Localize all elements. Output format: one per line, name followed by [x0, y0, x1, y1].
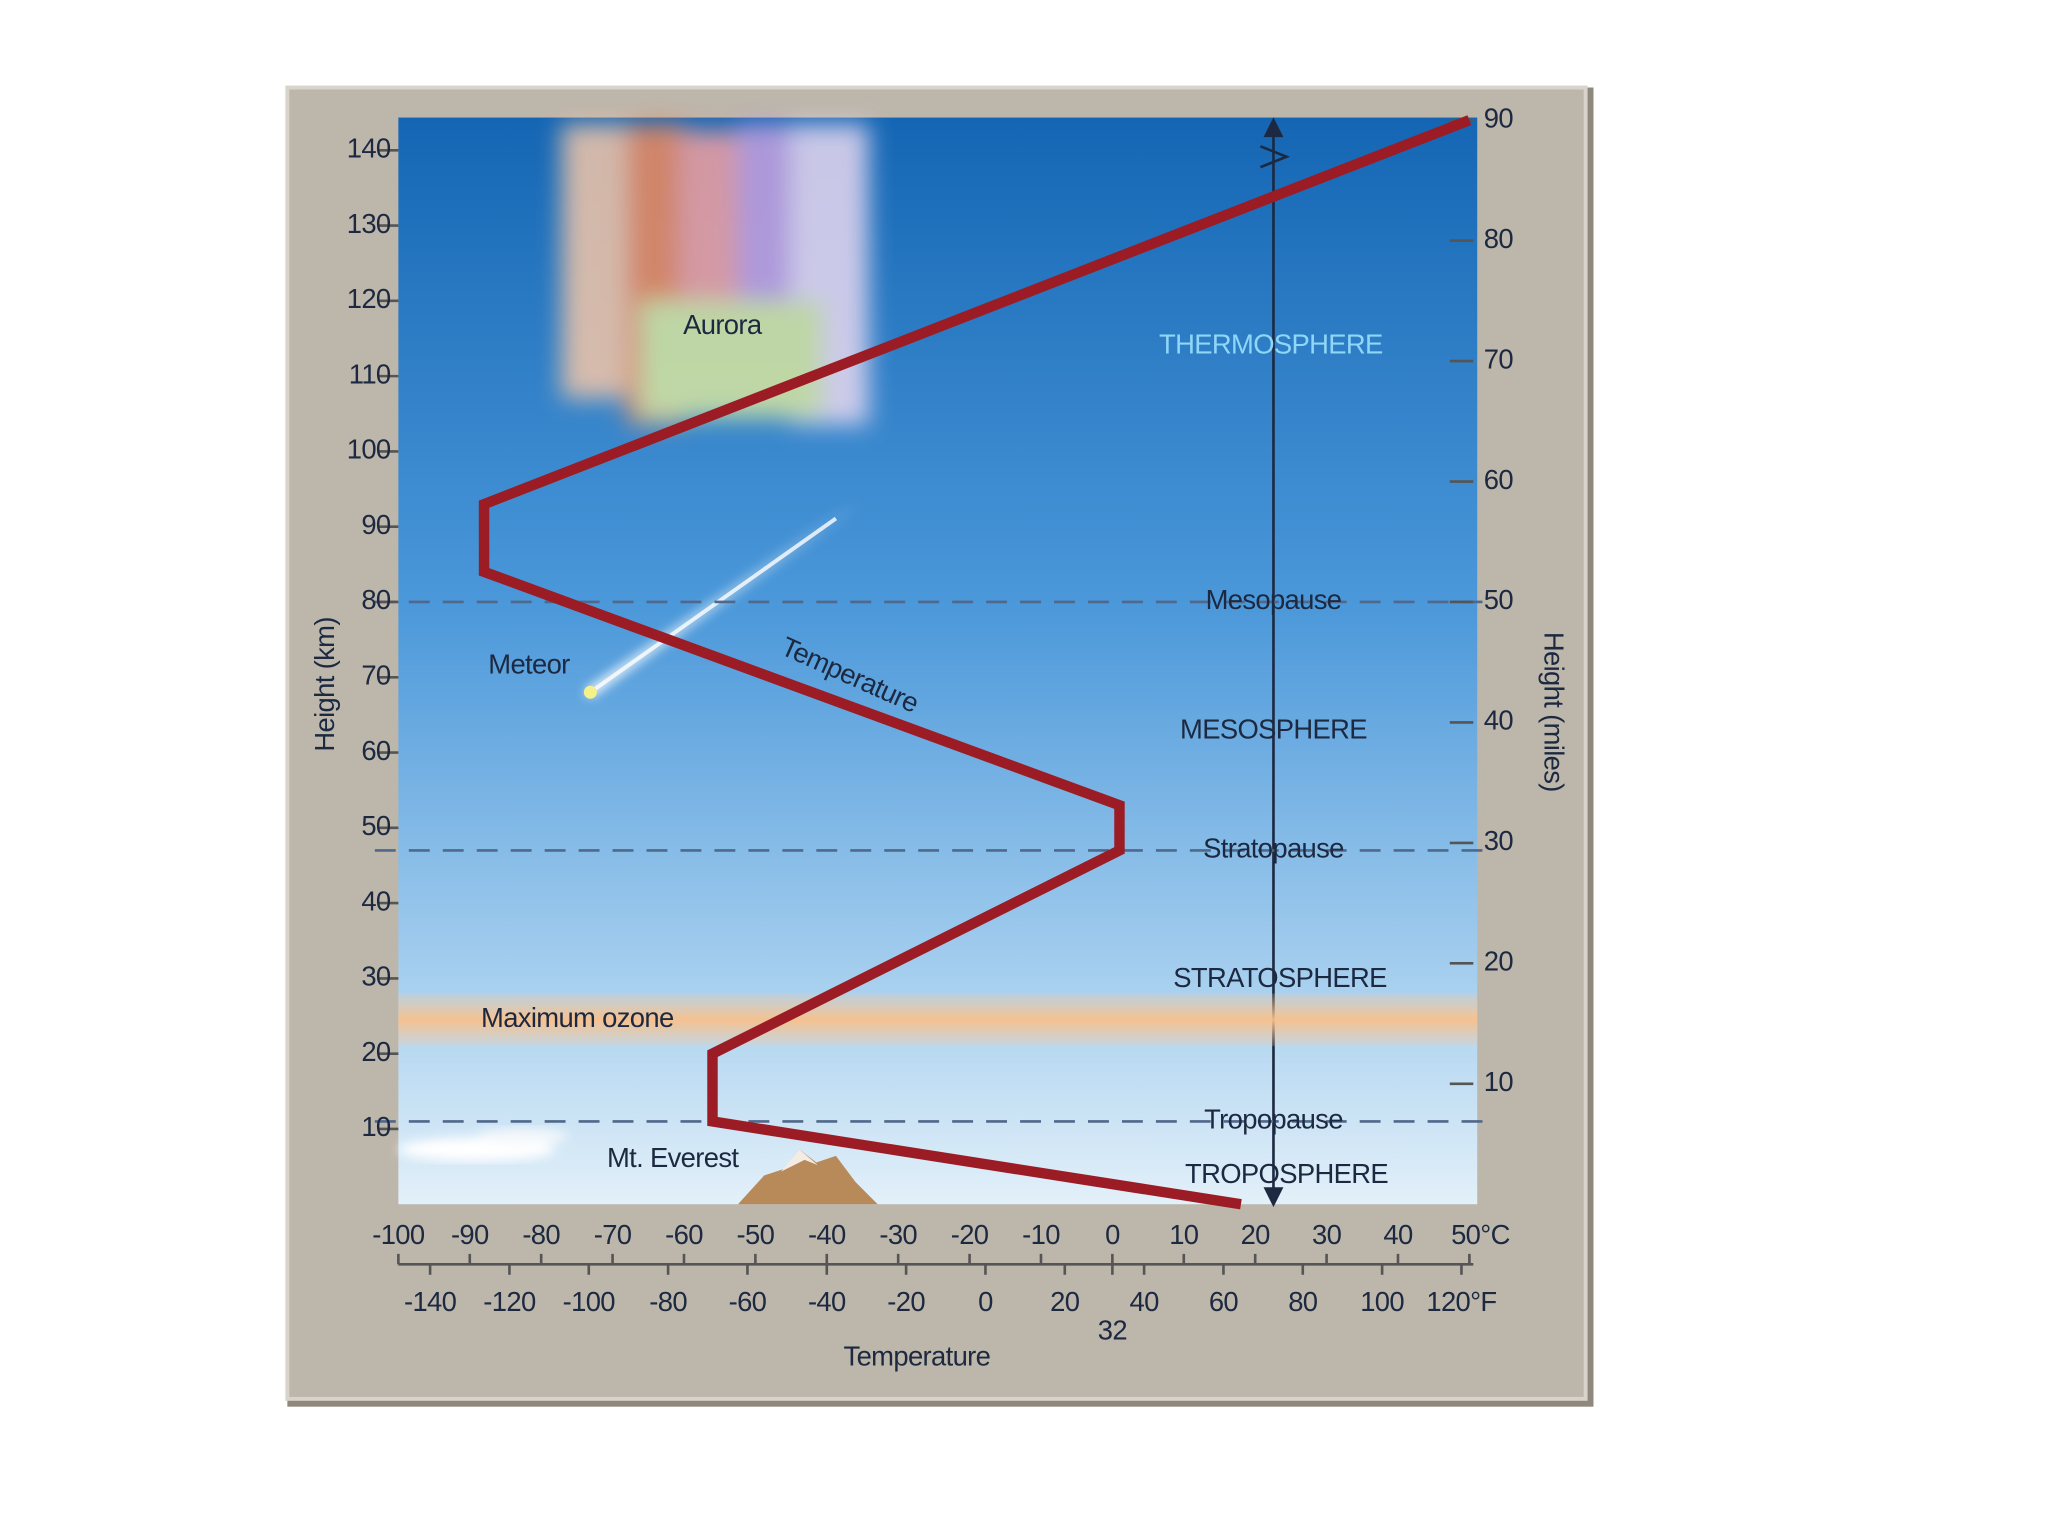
x-tick-label: -90: [451, 1219, 489, 1250]
x-tick-label: -10: [1022, 1219, 1060, 1250]
layer-label: THERMOSPHERE: [1159, 328, 1383, 359]
x2-tick-label: 60: [1209, 1286, 1239, 1317]
layer-label: MESOSPHERE: [1180, 714, 1367, 745]
y2-tick-label: 20: [1484, 946, 1514, 977]
x-tick-label: -50: [737, 1219, 775, 1250]
y2-tick-label: 60: [1484, 464, 1514, 495]
layer-label: TROPOSPHERE: [1185, 1158, 1388, 1189]
x2-tick-label: 100: [1360, 1286, 1404, 1317]
y2-tick-label: 10: [1484, 1066, 1514, 1097]
x-tick-label: -60: [665, 1219, 703, 1250]
boundary-label: Stratopause: [1203, 833, 1344, 864]
meteor: [583, 495, 867, 699]
y-tick-label: 90: [361, 509, 391, 540]
x2-tick-label: -60: [729, 1286, 767, 1317]
boundary-label: Mesopause: [1206, 584, 1342, 615]
x-tick-label: -20: [951, 1219, 989, 1250]
x2-tick-label: -100: [563, 1286, 616, 1317]
x2-tick-label: -140: [404, 1286, 457, 1317]
ozone-label: Maximum ozone: [481, 1002, 674, 1033]
y2-tick-label: 70: [1484, 343, 1514, 374]
y-tick-label: 120: [347, 283, 391, 314]
annotation: Meteor: [488, 648, 570, 679]
y2-axis-title: Height (miles): [1538, 632, 1569, 792]
y2-tick-label: 80: [1484, 223, 1514, 254]
x-tick-label: 0: [1105, 1219, 1120, 1250]
x-tick-label: -80: [522, 1219, 560, 1250]
x2-tick-label: -120: [483, 1286, 536, 1317]
x-tick-label: -100: [372, 1219, 425, 1250]
annotation: Aurora: [683, 309, 763, 340]
x2-tick-label: 0: [978, 1286, 993, 1317]
y-tick-label: 60: [361, 735, 391, 766]
ozone-band: [398, 993, 1478, 1047]
clouds: [398, 1128, 569, 1162]
x-tick-label: 10: [1169, 1219, 1199, 1250]
mountain: [737, 1149, 878, 1205]
x2-tick-label: 40: [1130, 1286, 1160, 1317]
x2-tick-label: -40: [808, 1286, 846, 1317]
x-tick-label: 50°C: [1451, 1219, 1510, 1250]
layer-label: STRATOSPHERE: [1173, 962, 1387, 993]
x-tick-label: -70: [594, 1219, 632, 1250]
x2-tick-label: 120°F: [1426, 1286, 1496, 1317]
y-tick-label: 140: [347, 133, 391, 164]
x-tick-label: 40: [1383, 1219, 1413, 1250]
y-axis-title: Height (km): [309, 617, 340, 751]
x2-tick-label: 80: [1288, 1286, 1318, 1317]
y2-tick-label: 50: [1484, 584, 1514, 615]
aurora-glow: [561, 124, 869, 425]
y-tick-label: 100: [347, 434, 391, 465]
x2-tick-label: 20: [1050, 1286, 1080, 1317]
x2-tick-label: -80: [649, 1286, 687, 1317]
boundary-label: Tropopause: [1204, 1104, 1343, 1135]
y2-tick-label: 30: [1484, 825, 1514, 856]
x2-tick-label: -20: [887, 1286, 925, 1317]
x-axis-title: Temperature: [844, 1341, 991, 1372]
temperature-line: [478, 115, 1472, 1210]
x-tick-label: 20: [1241, 1219, 1271, 1250]
y-tick-label: 130: [347, 208, 391, 239]
y2-tick-label: 90: [1484, 102, 1514, 133]
y-tick-label: 40: [361, 885, 391, 916]
y2-tick-label: 40: [1484, 705, 1514, 736]
y-tick-label: 70: [361, 660, 391, 691]
x-tick-label: -30: [879, 1219, 917, 1250]
x2-tick-label: 32: [1098, 1314, 1127, 1345]
y-tick-label: 30: [361, 961, 391, 992]
x-tick-label: 30: [1312, 1219, 1342, 1250]
y-tick-label: 110: [349, 358, 391, 389]
annotation: Mt. Everest: [607, 1142, 739, 1173]
mountain-snow: [781, 1149, 818, 1172]
x-tick-label: -40: [808, 1219, 846, 1250]
y-tick-label: 20: [361, 1036, 391, 1067]
y-tick-label: 80: [361, 584, 391, 615]
y-tick-label: 10: [361, 1111, 391, 1142]
y-tick-label: 50: [361, 810, 391, 841]
